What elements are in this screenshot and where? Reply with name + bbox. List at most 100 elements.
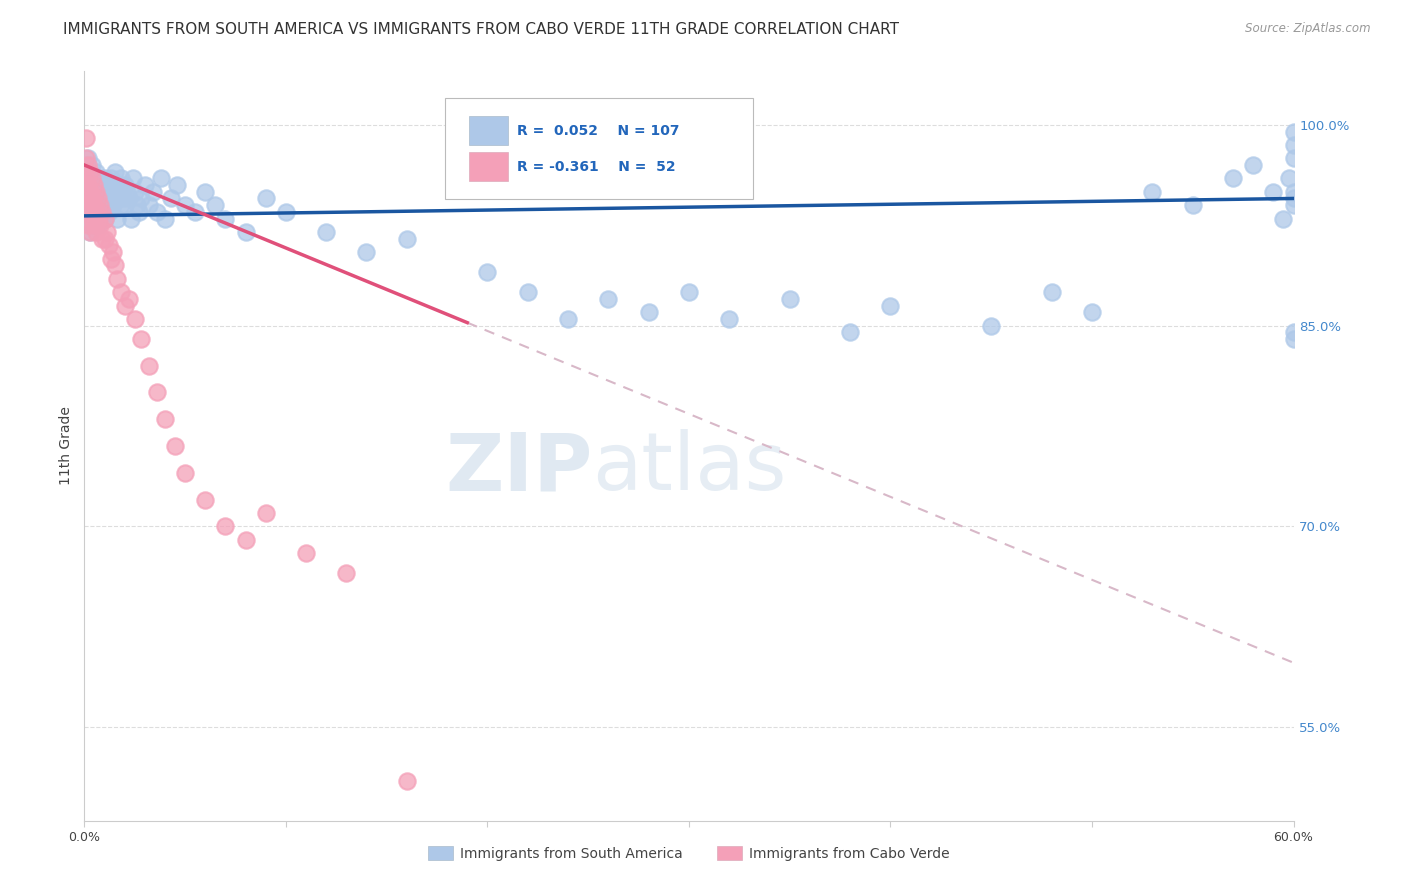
Point [91, 205, 114, 219]
Point [110, 171, 132, 186]
Point [77, 178, 100, 193]
Point [128, 205, 150, 219]
Point [77, 211, 100, 226]
Point [77, 158, 100, 172]
Point [83, 192, 105, 206]
Y-axis label: 11th Grade: 11th Grade [59, 407, 73, 485]
Point [1081, 305, 1104, 319]
Point [118, 192, 141, 206]
Point [101, 244, 124, 259]
Point [75, 178, 97, 193]
Point [214, 211, 236, 226]
Point [91, 205, 114, 219]
Point [82, 198, 104, 212]
Legend: Immigrants from South America, Immigrants from Cabo Verde: Immigrants from South America, Immigrant… [422, 840, 956, 866]
Point [100, 171, 122, 186]
Point [184, 205, 207, 219]
Point [125, 198, 148, 212]
Text: R =  0.052    N = 107: R = 0.052 N = 107 [517, 124, 679, 137]
Point [82, 219, 104, 233]
Point [166, 178, 188, 193]
Point [160, 192, 183, 206]
Point [165, 439, 187, 453]
Point [142, 185, 165, 199]
Point [235, 533, 257, 547]
Point [79, 185, 101, 199]
Point [120, 211, 142, 226]
Point [839, 326, 862, 340]
FancyBboxPatch shape [444, 97, 754, 199]
Point [86, 185, 108, 199]
Point [83, 178, 105, 193]
Point [79, 171, 101, 186]
Point [146, 205, 169, 219]
Point [96, 225, 118, 239]
Point [97, 238, 120, 252]
Point [79, 205, 101, 219]
Point [89, 192, 111, 206]
Point [1282, 125, 1305, 139]
Point [254, 192, 277, 206]
Point [86, 205, 108, 219]
Point [83, 211, 105, 226]
Point [89, 171, 111, 186]
Point [395, 232, 418, 246]
Point [100, 252, 122, 266]
Point [1181, 198, 1204, 212]
Point [1241, 158, 1264, 172]
Point [477, 265, 499, 279]
Point [83, 198, 105, 212]
Point [82, 178, 104, 193]
Point [118, 292, 141, 306]
Point [1282, 192, 1305, 206]
Point [1282, 152, 1305, 166]
Point [93, 192, 115, 206]
Point [779, 292, 801, 306]
Point [124, 312, 146, 326]
Point [194, 185, 217, 199]
Point [879, 298, 901, 313]
Point [93, 211, 115, 226]
Point [96, 198, 118, 212]
Point [315, 225, 337, 239]
Point [83, 171, 105, 186]
Point [678, 285, 700, 300]
Point [134, 178, 156, 193]
Point [598, 292, 620, 306]
Point [980, 318, 1002, 333]
Text: atlas: atlas [592, 429, 786, 508]
Point [174, 198, 197, 212]
Point [114, 198, 136, 212]
Point [194, 492, 217, 507]
Point [77, 219, 100, 233]
Point [87, 198, 110, 212]
Point [82, 192, 104, 206]
Point [75, 158, 97, 172]
Point [129, 332, 152, 346]
Point [395, 773, 418, 788]
Point [75, 192, 97, 206]
Point [83, 178, 105, 193]
Point [101, 178, 124, 193]
Point [91, 185, 114, 199]
Point [82, 211, 104, 226]
Point [86, 164, 108, 178]
Point [96, 178, 118, 193]
Point [83, 219, 105, 233]
Point [1222, 171, 1244, 186]
Point [86, 205, 108, 219]
Point [1278, 171, 1301, 186]
Point [105, 211, 128, 226]
Point [356, 244, 378, 259]
Point [93, 211, 115, 226]
Point [274, 205, 297, 219]
Point [718, 312, 741, 326]
Point [86, 185, 108, 199]
Point [149, 171, 172, 186]
Point [101, 198, 124, 212]
Point [204, 198, 226, 212]
Point [146, 385, 169, 400]
Point [516, 285, 538, 300]
Point [1142, 185, 1164, 199]
Point [77, 171, 100, 186]
